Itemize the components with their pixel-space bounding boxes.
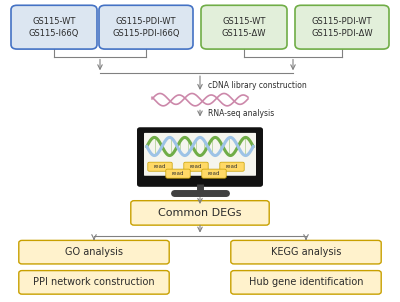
FancyBboxPatch shape [19,271,169,294]
FancyBboxPatch shape [166,169,190,178]
FancyBboxPatch shape [231,271,381,294]
FancyBboxPatch shape [202,169,226,178]
Text: Common DEGs: Common DEGs [158,208,242,218]
Text: read: read [154,164,166,169]
Text: PPI network construction: PPI network construction [33,277,155,288]
FancyBboxPatch shape [131,201,269,225]
Text: GS115-PDI-WT
GS115-PDI-I66Q: GS115-PDI-WT GS115-PDI-I66Q [112,17,180,37]
Text: cDNA library construction: cDNA library construction [208,81,307,90]
FancyBboxPatch shape [220,162,244,171]
FancyBboxPatch shape [148,162,172,171]
Text: read: read [172,171,184,176]
Text: read: read [226,164,238,169]
Text: GO analysis: GO analysis [65,247,123,257]
FancyBboxPatch shape [184,162,208,171]
Text: KEGG analysis: KEGG analysis [271,247,341,257]
Text: Hub gene identification: Hub gene identification [249,277,363,288]
FancyBboxPatch shape [144,133,256,176]
FancyBboxPatch shape [19,240,169,264]
FancyBboxPatch shape [231,240,381,264]
Text: GS115-PDI-WT
GS115-PDI-ΔW: GS115-PDI-WT GS115-PDI-ΔW [311,17,373,37]
Text: GS115-WT
GS115-I66Q: GS115-WT GS115-I66Q [29,17,79,37]
Text: RNA-seq analysis: RNA-seq analysis [208,109,274,118]
FancyBboxPatch shape [201,5,287,49]
Text: GS115-WT
GS115-ΔW: GS115-WT GS115-ΔW [222,17,266,37]
Text: read: read [190,164,202,169]
FancyBboxPatch shape [295,5,389,49]
FancyBboxPatch shape [99,5,193,49]
FancyBboxPatch shape [11,5,97,49]
Text: read: read [208,171,220,176]
FancyBboxPatch shape [138,129,262,185]
